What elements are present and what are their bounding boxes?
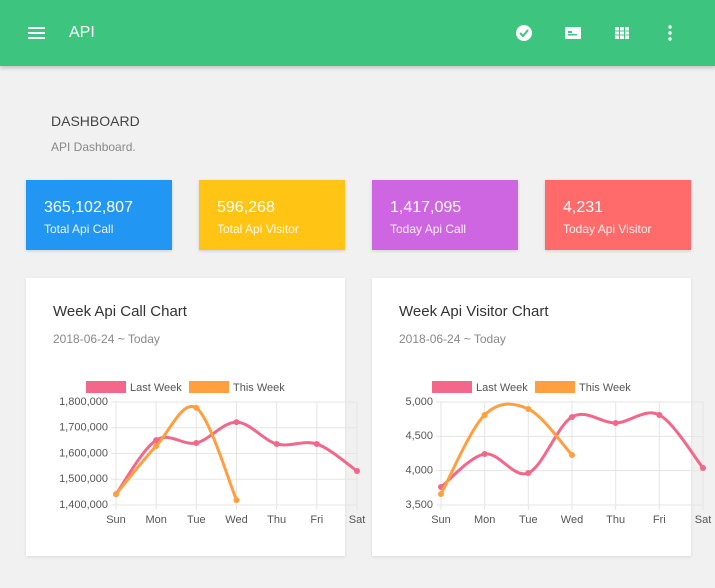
- stat-value: 4,231: [563, 199, 604, 216]
- x-tick-label: Sat: [349, 514, 366, 526]
- x-tick-label: Wed: [561, 514, 583, 526]
- stat-card: 4,231 Today Api Visitor: [545, 180, 691, 250]
- stat-card: 596,268 Total Api Visitor: [199, 180, 345, 250]
- x-tick-label: Tue: [187, 514, 206, 526]
- y-tick-label: 1,500,000: [59, 473, 108, 485]
- stat-label: Today Api Call: [390, 222, 467, 236]
- stat-card: 365,102,807 Total Api Call: [26, 180, 172, 250]
- dashboard-subtitle: API Dashboard.: [51, 140, 136, 154]
- chart-subtitle: 2018-06-24 ~ Today: [53, 332, 160, 346]
- x-tick-label: Thu: [267, 514, 286, 526]
- stat-value: 365,102,807: [44, 199, 133, 216]
- x-tick-label: Mon: [145, 514, 166, 526]
- chart-title: Week Api Call Chart: [53, 303, 188, 320]
- card-icon[interactable]: [565, 27, 581, 39]
- data-point: [525, 470, 532, 477]
- legend-label: This Week: [579, 382, 631, 394]
- y-tick-label: 5,000: [405, 396, 433, 408]
- stat-label: Total Api Call: [44, 222, 114, 236]
- chart-title: Week Api Visitor Chart: [399, 303, 549, 320]
- stat-value: 1,417,095: [390, 199, 462, 216]
- data-point: [193, 404, 200, 411]
- more-icon[interactable]: [668, 25, 672, 41]
- y-tick-label: 3,500: [405, 499, 433, 511]
- series-line: [439, 402, 574, 495]
- x-tick-label: Fri: [310, 514, 323, 526]
- grid-icon[interactable]: [615, 27, 629, 39]
- data-point: [481, 411, 488, 418]
- data-point: [481, 450, 488, 457]
- check-icon[interactable]: [516, 25, 532, 41]
- series-line: [114, 404, 238, 501]
- stat-value: 596,268: [217, 199, 275, 216]
- data-point: [193, 439, 200, 446]
- legend-label: Last Week: [130, 382, 182, 394]
- y-tick-label: 1,700,000: [59, 422, 108, 434]
- x-tick-label: Sun: [106, 514, 126, 526]
- legend-swatch: [86, 381, 126, 393]
- legend-swatch: [535, 381, 575, 393]
- legend-label: Last Week: [476, 382, 528, 394]
- app-title: API: [69, 24, 95, 41]
- legend-label: This Week: [233, 382, 285, 394]
- data-point: [569, 413, 575, 420]
- data-point: [656, 411, 663, 418]
- data-point: [233, 497, 240, 504]
- stat-card: 1,417,095 Today Api Call: [372, 180, 518, 250]
- data-point: [233, 419, 240, 426]
- app-bar-icons: [28, 25, 672, 41]
- y-tick-label: 4,000: [405, 465, 433, 477]
- y-tick-label: 1,400,000: [59, 499, 108, 511]
- data-point: [354, 468, 360, 475]
- x-tick-label: Mon: [474, 514, 495, 526]
- data-point: [153, 437, 160, 444]
- y-tick-label: 1,800,000: [59, 396, 108, 408]
- x-tick-label: Fri: [653, 514, 666, 526]
- data-point: [700, 464, 706, 471]
- data-point: [438, 491, 444, 498]
- data-point: [313, 440, 320, 447]
- data-point: [612, 419, 619, 426]
- chart-subtitle: 2018-06-24 ~ Today: [399, 332, 506, 346]
- data-point: [153, 443, 160, 450]
- data-point: [113, 491, 119, 498]
- data-point: [273, 440, 280, 447]
- stat-label: Today Api Visitor: [563, 222, 652, 236]
- legend-swatch: [432, 381, 472, 393]
- app-bar: API: [0, 0, 715, 66]
- chart-card: [26, 278, 345, 556]
- x-tick-label: Thu: [606, 514, 625, 526]
- x-tick-label: Sun: [431, 514, 451, 526]
- y-tick-label: 4,500: [405, 430, 433, 442]
- x-tick-label: Sat: [695, 514, 712, 526]
- x-tick-label: Tue: [519, 514, 538, 526]
- dashboard-title: DASHBOARD: [51, 113, 140, 129]
- legend-swatch: [189, 381, 229, 393]
- menu-icon[interactable]: [28, 27, 45, 39]
- stat-label: Total Api Visitor: [217, 222, 299, 236]
- data-point: [569, 452, 575, 459]
- y-tick-label: 1,600,000: [59, 447, 108, 459]
- x-tick-label: Wed: [225, 514, 247, 526]
- data-point: [525, 406, 532, 413]
